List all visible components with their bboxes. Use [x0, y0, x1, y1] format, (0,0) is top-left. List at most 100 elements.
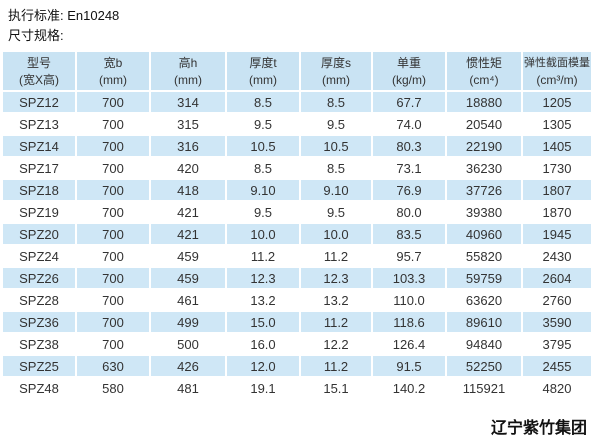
- value-cell: 11.2: [301, 246, 371, 266]
- value-cell: 700: [77, 268, 149, 288]
- column-header: 型号 (宽X高): [3, 52, 75, 90]
- table-row: SPZ25 630 426 12.0 11.2 91.5 52250 2455: [3, 356, 591, 376]
- value-cell: 80.0: [373, 202, 445, 222]
- table-row: SPZ13 700 315 9.5 9.5 74.0 20540 1305: [3, 114, 591, 134]
- column-header: 弹性截面模量 (cm³/m): [523, 52, 591, 90]
- company-name: 辽宁紫竹集团: [490, 420, 587, 437]
- value-cell: 115921: [447, 378, 521, 398]
- value-cell: 95.7: [373, 246, 445, 266]
- value-cell: 16.0: [227, 334, 299, 354]
- value-cell: 2760: [523, 290, 591, 310]
- value-cell: 55820: [447, 246, 521, 266]
- table-row: SPZ19 700 421 9.5 9.5 80.0 39380 1870: [3, 202, 591, 222]
- column-unit: (mm): [174, 72, 202, 87]
- value-cell: 1870: [523, 202, 591, 222]
- value-cell: 76.9: [373, 180, 445, 200]
- value-cell: 91.5: [373, 356, 445, 376]
- value-cell: 12.0: [227, 356, 299, 376]
- table-row: SPZ24 700 459 11.2 11.2 95.7 55820 2430: [3, 246, 591, 266]
- table-row: SPZ36 700 499 15.0 11.2 118.6 89610 3590: [3, 312, 591, 332]
- model-cell: SPZ28: [3, 290, 75, 310]
- value-cell: 700: [77, 158, 149, 178]
- model-cell: SPZ36: [3, 312, 75, 332]
- column-title: 宽b: [103, 55, 123, 70]
- table-row: SPZ17 700 420 8.5 8.5 73.1 36230 1730: [3, 158, 591, 178]
- column-title: 型号: [26, 55, 51, 70]
- value-cell: 1807: [523, 180, 591, 200]
- value-cell: 314: [151, 92, 225, 112]
- table-row: SPZ38 700 500 16.0 12.2 126.4 94840 3795: [3, 334, 591, 354]
- model-cell: SPZ20: [3, 224, 75, 244]
- value-cell: 10.0: [227, 224, 299, 244]
- value-cell: 315: [151, 114, 225, 134]
- value-cell: 700: [77, 224, 149, 244]
- value-cell: 18880: [447, 92, 521, 112]
- value-cell: 11.2: [301, 312, 371, 332]
- value-cell: 126.4: [373, 334, 445, 354]
- page-header: 执行标准: En10248 尺寸规格:: [0, 0, 601, 50]
- column-header: 高h (mm): [151, 52, 225, 90]
- value-cell: 9.5: [227, 202, 299, 222]
- value-cell: 9.5: [301, 114, 371, 134]
- value-cell: 59759: [447, 268, 521, 288]
- column-title: 弹性截面模量: [524, 56, 590, 69]
- model-cell: SPZ48: [3, 378, 75, 398]
- column-unit: (mm): [322, 72, 350, 87]
- value-cell: 8.5: [227, 92, 299, 112]
- value-cell: 1730: [523, 158, 591, 178]
- model-cell: SPZ17: [3, 158, 75, 178]
- value-cell: 2455: [523, 356, 591, 376]
- value-cell: 63620: [447, 290, 521, 310]
- column-header: 惯性矩 (cm⁴): [447, 52, 521, 90]
- value-cell: 67.7: [373, 92, 445, 112]
- spec-line: 尺寸规格:: [8, 28, 64, 43]
- value-cell: 22190: [447, 136, 521, 156]
- value-cell: 15.1: [301, 378, 371, 398]
- value-cell: 9.10: [301, 180, 371, 200]
- value-cell: 80.3: [373, 136, 445, 156]
- value-cell: 580: [77, 378, 149, 398]
- value-cell: 19.1: [227, 378, 299, 398]
- value-cell: 1205: [523, 92, 591, 112]
- value-cell: 13.2: [227, 290, 299, 310]
- value-cell: 140.2: [373, 378, 445, 398]
- spec-table: 型号 (宽X高) 宽b (mm) 高h (mm) 厚度t (mm) 厚度s (mm) 单重 (kg/m…: [1, 50, 593, 400]
- value-cell: 316: [151, 136, 225, 156]
- value-cell: 1405: [523, 136, 591, 156]
- value-cell: 12.3: [301, 268, 371, 288]
- value-cell: 421: [151, 224, 225, 244]
- value-cell: 9.5: [301, 202, 371, 222]
- table-row: SPZ28 700 461 13.2 13.2 110.0 63620 2760: [3, 290, 591, 310]
- column-unit: (cm³/m): [536, 72, 578, 87]
- column-unit: (mm): [99, 72, 127, 87]
- value-cell: 40960: [447, 224, 521, 244]
- value-cell: 630: [77, 356, 149, 376]
- value-cell: 500: [151, 334, 225, 354]
- model-cell: SPZ13: [3, 114, 75, 134]
- value-cell: 3795: [523, 334, 591, 354]
- value-cell: 8.5: [227, 158, 299, 178]
- table-row: SPZ18 700 418 9.10 9.10 76.9 37726 1807: [3, 180, 591, 200]
- table-row: SPZ14 700 316 10.5 10.5 80.3 22190 1405: [3, 136, 591, 156]
- standard-line: 执行标准: En10248: [8, 8, 120, 23]
- column-title: 单重: [396, 55, 421, 70]
- value-cell: 3590: [523, 312, 591, 332]
- column-title: 厚度t: [249, 55, 277, 70]
- value-cell: 8.5: [301, 158, 371, 178]
- value-cell: 11.2: [227, 246, 299, 266]
- column-unit: (宽X高): [19, 72, 59, 87]
- value-cell: 700: [77, 312, 149, 332]
- column-header: 宽b (mm): [77, 52, 149, 90]
- value-cell: 10.5: [227, 136, 299, 156]
- value-cell: 103.3: [373, 268, 445, 288]
- value-cell: 418: [151, 180, 225, 200]
- value-cell: 421: [151, 202, 225, 222]
- value-cell: 1945: [523, 224, 591, 244]
- value-cell: 12.2: [301, 334, 371, 354]
- column-unit: (cm⁴): [469, 72, 499, 87]
- value-cell: 700: [77, 180, 149, 200]
- value-cell: 700: [77, 136, 149, 156]
- value-cell: 426: [151, 356, 225, 376]
- column-title: 厚度s: [320, 55, 351, 70]
- value-cell: 459: [151, 246, 225, 266]
